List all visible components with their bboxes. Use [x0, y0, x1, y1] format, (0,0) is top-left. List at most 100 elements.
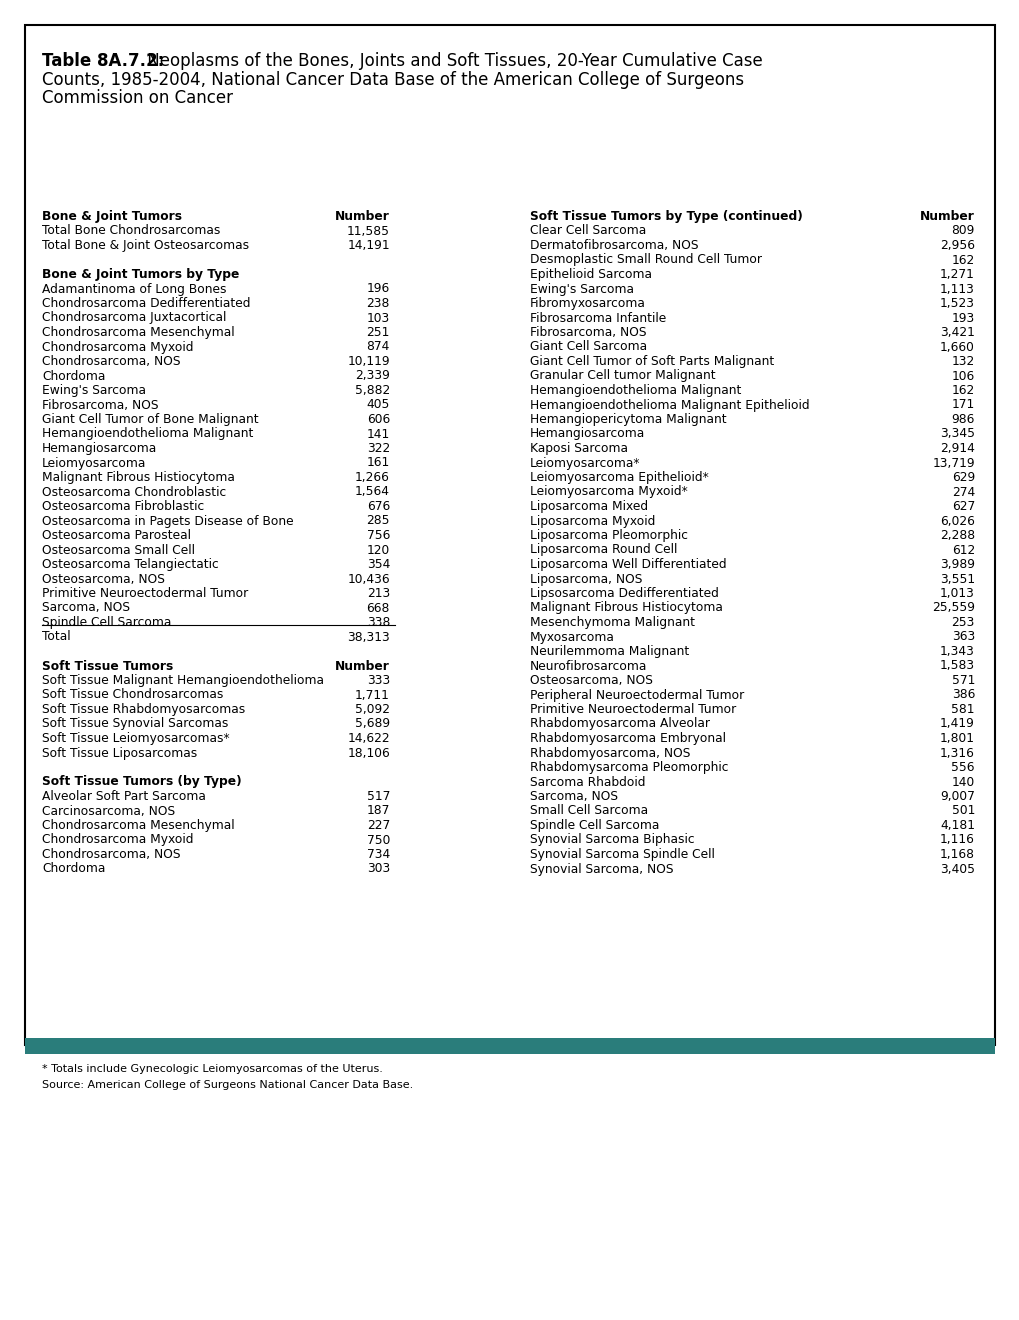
Text: 274: 274: [951, 486, 974, 499]
Text: 322: 322: [367, 442, 389, 455]
Text: 3,345: 3,345: [940, 428, 974, 441]
Text: Chondrosarcoma Myxoid: Chondrosarcoma Myxoid: [42, 341, 194, 354]
Text: Number: Number: [335, 210, 389, 223]
Text: Ewing's Sarcoma: Ewing's Sarcoma: [42, 384, 146, 397]
Text: Fibromyxosarcoma: Fibromyxosarcoma: [530, 297, 645, 310]
Text: Fibrosarcoma Infantile: Fibrosarcoma Infantile: [530, 312, 665, 325]
Text: 161: 161: [367, 457, 389, 470]
Text: 1,564: 1,564: [355, 486, 389, 499]
Text: Synovial Sarcoma Biphasic: Synovial Sarcoma Biphasic: [530, 833, 694, 846]
Text: 187: 187: [366, 804, 389, 817]
Text: 213: 213: [367, 587, 389, 601]
Text: Epithelioid Sarcoma: Epithelioid Sarcoma: [530, 268, 651, 281]
Text: 629: 629: [951, 471, 974, 484]
Text: 1,801: 1,801: [940, 733, 974, 744]
Text: Liposarcoma, NOS: Liposarcoma, NOS: [530, 573, 642, 586]
Text: 1,271: 1,271: [940, 268, 974, 281]
Text: Osteosarcoma Parosteal: Osteosarcoma Parosteal: [42, 529, 191, 543]
Text: Neoplasms of the Bones, Joints and Soft Tissues, 20-Year Cumulative Case: Neoplasms of the Bones, Joints and Soft …: [142, 51, 762, 70]
Text: 171: 171: [951, 399, 974, 412]
Text: 676: 676: [367, 500, 389, 513]
Text: Clear Cell Sarcoma: Clear Cell Sarcoma: [530, 224, 646, 238]
Text: Malignant Fibrous Histiocytoma: Malignant Fibrous Histiocytoma: [42, 471, 234, 484]
Text: 734: 734: [367, 847, 389, 861]
Text: 3,989: 3,989: [940, 558, 974, 572]
Text: Sarcoma Rhabdoid: Sarcoma Rhabdoid: [530, 776, 645, 788]
Text: 5,689: 5,689: [355, 718, 389, 730]
Text: Soft Tissue Liposarcomas: Soft Tissue Liposarcomas: [42, 747, 197, 759]
Text: Dermatofibrosarcoma, NOS: Dermatofibrosarcoma, NOS: [530, 239, 698, 252]
Text: Hemangioendothelioma Malignant: Hemangioendothelioma Malignant: [42, 428, 253, 441]
Text: 1,660: 1,660: [940, 341, 974, 354]
Text: Chordoma: Chordoma: [42, 370, 105, 383]
Text: Spindle Cell Sarcoma: Spindle Cell Sarcoma: [530, 818, 658, 832]
Text: 11,585: 11,585: [346, 224, 389, 238]
Text: Fibrosarcoma, NOS: Fibrosarcoma, NOS: [530, 326, 646, 339]
Text: Osteosarcoma, NOS: Osteosarcoma, NOS: [530, 675, 652, 686]
Text: 10,436: 10,436: [347, 573, 389, 586]
Text: Leiomyosarcoma Myxoid*: Leiomyosarcoma Myxoid*: [530, 486, 687, 499]
Text: 1,113: 1,113: [940, 282, 974, 296]
Text: Giant Cell Sarcoma: Giant Cell Sarcoma: [530, 341, 646, 354]
Text: Rhabdomyosarcoma Embryonal: Rhabdomyosarcoma Embryonal: [530, 733, 726, 744]
Text: Leiomyosarcoma Epithelioid*: Leiomyosarcoma Epithelioid*: [530, 471, 708, 484]
Text: Hemangiosarcoma: Hemangiosarcoma: [42, 442, 157, 455]
Text: 238: 238: [366, 297, 389, 310]
Text: 2,339: 2,339: [355, 370, 389, 383]
Text: 333: 333: [367, 675, 389, 686]
Text: 132: 132: [951, 355, 974, 368]
Text: 1,583: 1,583: [938, 660, 974, 672]
Text: Primitive Neuroectodermal Tumor: Primitive Neuroectodermal Tumor: [530, 704, 736, 715]
Text: 227: 227: [367, 818, 389, 832]
Text: 986: 986: [951, 413, 974, 426]
Text: 162: 162: [951, 384, 974, 397]
Text: 120: 120: [367, 544, 389, 557]
Text: 1,013: 1,013: [940, 587, 974, 601]
Text: Giant Cell Tumor of Soft Parts Malignant: Giant Cell Tumor of Soft Parts Malignant: [530, 355, 773, 368]
Text: Commission on Cancer: Commission on Cancer: [42, 90, 232, 107]
Text: Rhabdomysarcoma Pleomorphic: Rhabdomysarcoma Pleomorphic: [530, 762, 728, 774]
Text: Chondrosarcoma Dedifferentiated: Chondrosarcoma Dedifferentiated: [42, 297, 251, 310]
Text: 3,405: 3,405: [940, 862, 974, 875]
Text: 196: 196: [367, 282, 389, 296]
Text: 106: 106: [951, 370, 974, 383]
Text: 581: 581: [951, 704, 974, 715]
Text: Number: Number: [335, 660, 389, 672]
Text: 13,719: 13,719: [931, 457, 974, 470]
Text: 338: 338: [366, 616, 389, 630]
Text: Bone & Joint Tumors: Bone & Joint Tumors: [42, 210, 181, 223]
Text: 1,523: 1,523: [940, 297, 974, 310]
Text: Chondrosarcoma Juxtacortical: Chondrosarcoma Juxtacortical: [42, 312, 226, 325]
Text: 140: 140: [951, 776, 974, 788]
Text: 756: 756: [366, 529, 389, 543]
Text: Malignant Fibrous Histiocytoma: Malignant Fibrous Histiocytoma: [530, 602, 722, 615]
Text: Leiomyosarcoma*: Leiomyosarcoma*: [530, 457, 640, 470]
Text: Soft Tissue Tumors (by Type): Soft Tissue Tumors (by Type): [42, 776, 242, 788]
Bar: [25, 1038, 994, 1053]
Text: Total: Total: [42, 631, 70, 644]
Text: 14,622: 14,622: [347, 733, 389, 744]
Text: Mesenchymoma Malignant: Mesenchymoma Malignant: [530, 616, 694, 630]
Text: Soft Tissue Leiomyosarcomas*: Soft Tissue Leiomyosarcomas*: [42, 733, 229, 744]
Text: 2,914: 2,914: [940, 442, 974, 455]
Text: Total Bone & Joint Osteosarcomas: Total Bone & Joint Osteosarcomas: [42, 239, 249, 252]
Text: 1,266: 1,266: [355, 471, 389, 484]
Text: Counts, 1985-2004, National Cancer Data Base of the American College of Surgeons: Counts, 1985-2004, National Cancer Data …: [42, 70, 744, 88]
Text: Liposarcoma Round Cell: Liposarcoma Round Cell: [530, 544, 677, 557]
Text: Liposarcoma Myxoid: Liposarcoma Myxoid: [530, 515, 655, 528]
Text: 251: 251: [366, 326, 389, 339]
Bar: [25, 25, 994, 1045]
Text: 874: 874: [366, 341, 389, 354]
Text: Neurilemmoma Malignant: Neurilemmoma Malignant: [530, 645, 689, 657]
Text: 750: 750: [366, 833, 389, 846]
Text: Liposarcoma Mixed: Liposarcoma Mixed: [530, 500, 647, 513]
Text: 556: 556: [951, 762, 974, 774]
Text: 363: 363: [951, 631, 974, 644]
Text: 10,119: 10,119: [347, 355, 389, 368]
Text: Kaposi Sarcoma: Kaposi Sarcoma: [530, 442, 628, 455]
Text: Soft Tissue Synovial Sarcomas: Soft Tissue Synovial Sarcomas: [42, 718, 228, 730]
Text: 18,106: 18,106: [346, 747, 389, 759]
Text: Hemangioendothelioma Malignant Epithelioid: Hemangioendothelioma Malignant Epithelio…: [530, 399, 809, 412]
Text: 386: 386: [951, 689, 974, 701]
Text: Table 8A.7.2:: Table 8A.7.2:: [42, 51, 164, 70]
